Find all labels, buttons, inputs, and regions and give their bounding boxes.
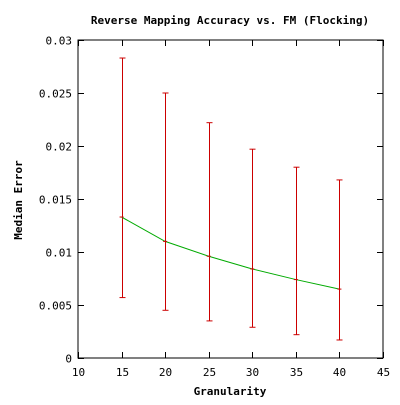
y-tick-label: 0.015 (39, 194, 72, 207)
x-tick-label: 35 (290, 366, 303, 379)
y-tick-label: 0 (65, 353, 72, 366)
x-tick-label: 25 (203, 366, 216, 379)
y-tick-label: 0.025 (39, 88, 72, 101)
x-tick-label: 15 (116, 366, 129, 379)
y-axis-ticks: 0 0.005 0.01 0.015 0.02 0.025 0.03 (39, 35, 383, 366)
y-tick-label: 0.01 (46, 247, 73, 260)
plot-border (77, 39, 384, 359)
chart-title: Reverse Mapping Accuracy vs. FM (Flockin… (91, 14, 369, 27)
y-tick-label: 0.03 (46, 35, 73, 48)
plot-frame (77, 39, 384, 359)
x-tick-label: 30 (246, 366, 259, 379)
x-tick-label: 20 (159, 366, 172, 379)
x-tick-label: 10 (72, 366, 85, 379)
x-axis-label: Granularity (194, 385, 267, 398)
y-tick-label: 0.005 (39, 300, 72, 313)
series-layer (119, 57, 343, 341)
y-tick-label: 0.02 (46, 141, 73, 154)
y-axis-label: Median Error (12, 160, 25, 240)
series-line (121, 216, 340, 290)
x-tick-label: 45 (377, 366, 390, 379)
x-axis-ticks: 10 15 20 25 30 35 40 45 (72, 40, 390, 379)
x-tick-label: 40 (333, 366, 346, 379)
